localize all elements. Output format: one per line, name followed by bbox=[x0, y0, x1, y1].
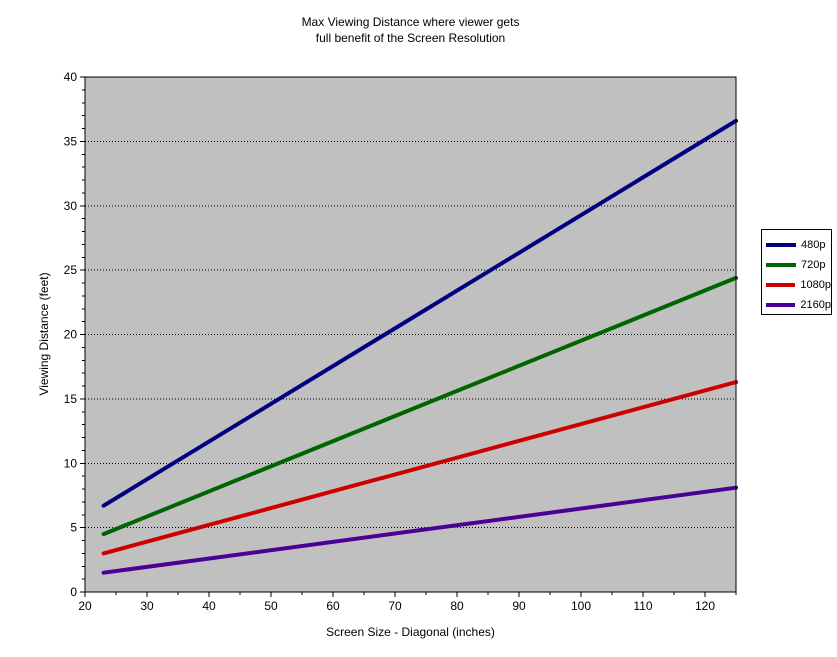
y-tick-label: 10 bbox=[64, 456, 78, 470]
x-tick-label: 60 bbox=[326, 599, 340, 613]
x-axis-label: Screen Size - Diagonal (inches) bbox=[326, 625, 495, 639]
plot-border bbox=[84, 76, 737, 593]
chart-subtitle: full benefit of the Screen Resolution bbox=[315, 31, 506, 45]
legend-item: 720p bbox=[766, 255, 831, 275]
legend-item: 1080p bbox=[766, 275, 831, 295]
x-tick-label: 70 bbox=[388, 599, 402, 613]
series-line-1080p bbox=[101, 380, 738, 556]
x-tick-label: 40 bbox=[202, 599, 216, 613]
legend-swatch bbox=[766, 303, 796, 307]
legend-item: 480p bbox=[766, 235, 831, 255]
y-tick-label: 15 bbox=[64, 392, 78, 406]
series-line-720p bbox=[101, 275, 738, 537]
plot-area bbox=[85, 77, 736, 592]
y-tick-label: 35 bbox=[64, 134, 78, 148]
series-line-2160p bbox=[101, 485, 738, 575]
x-tick-label: 30 bbox=[140, 599, 154, 613]
x-tick-label: 110 bbox=[633, 599, 652, 613]
legend-label: 720p bbox=[801, 259, 826, 271]
y-tick-label: 20 bbox=[64, 328, 78, 342]
legend: 480p 720p 1080p 2160p bbox=[761, 229, 832, 315]
legend-label: 1080p bbox=[800, 279, 831, 291]
legend-label: 2160p bbox=[800, 299, 831, 311]
x-tick-label: 100 bbox=[571, 599, 591, 613]
x-tick-label: 120 bbox=[695, 599, 715, 613]
y-tick-label: 5 bbox=[70, 521, 77, 535]
x-tick-label: 50 bbox=[264, 599, 278, 613]
legend-label: 480p bbox=[801, 239, 826, 251]
legend-swatch bbox=[766, 283, 796, 287]
y-tick-label: 40 bbox=[64, 70, 78, 84]
chart-title: Max Viewing Distance where viewer gets bbox=[301, 15, 520, 29]
y-tick-label: 25 bbox=[64, 263, 78, 277]
y-tick-label: 0 bbox=[70, 585, 77, 599]
y-tick-label: 30 bbox=[64, 199, 78, 213]
x-tick-label: 80 bbox=[450, 599, 464, 613]
x-tick-label: 20 bbox=[78, 599, 92, 613]
legend-item: 2160p bbox=[766, 295, 831, 315]
legend-swatch bbox=[766, 263, 796, 267]
legend-swatch bbox=[766, 243, 796, 247]
y-axis-label: Viewing Distance (feet) bbox=[37, 272, 51, 396]
series-line-480p bbox=[101, 118, 738, 508]
x-tick-label: 90 bbox=[512, 599, 526, 613]
